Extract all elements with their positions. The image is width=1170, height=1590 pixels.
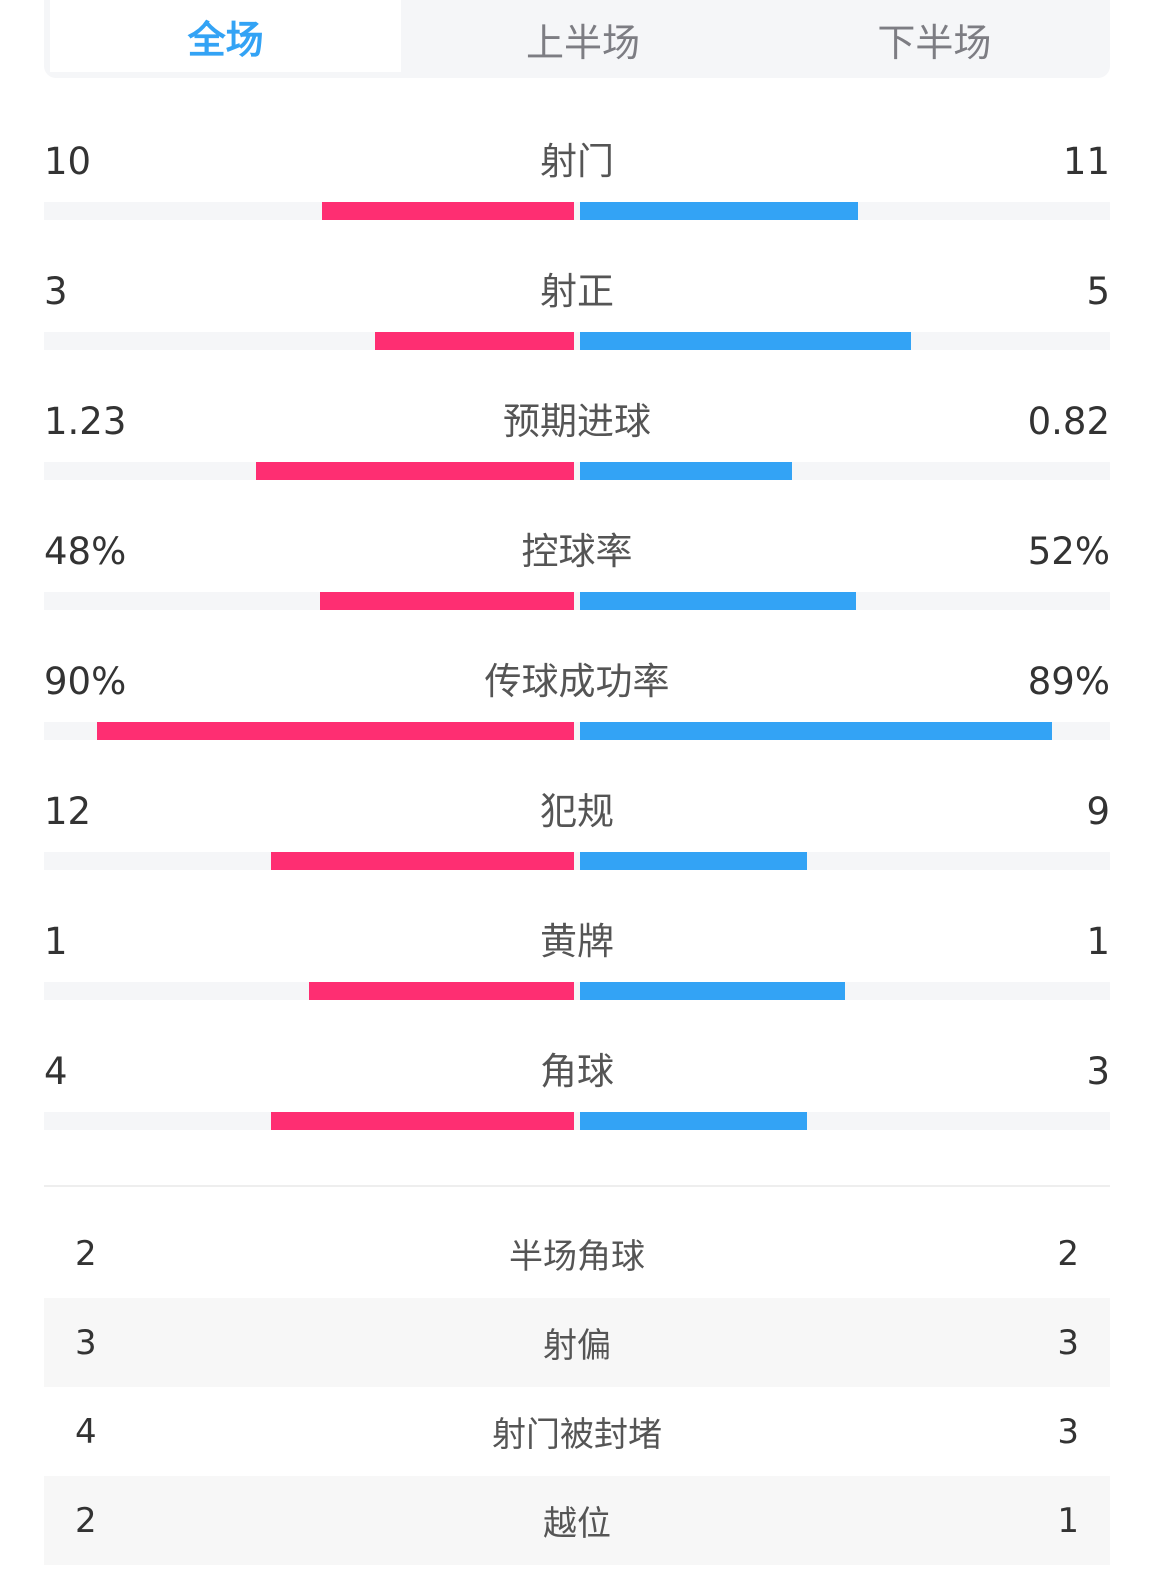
away-value: 1 (1057, 1500, 1079, 1541)
away-bar (580, 592, 856, 610)
stat-row: 48% 控球率 52% (44, 530, 1110, 630)
table-row: 4 射门被封堵 3 (44, 1387, 1110, 1476)
stat-label: 半场角球 (509, 1237, 645, 1277)
away-value: 3 (1057, 1411, 1079, 1452)
away-value: 2 (1057, 1233, 1079, 1274)
home-bar (97, 722, 574, 740)
table-row: 2 半场角球 2 (44, 1209, 1110, 1298)
stat-row: 12 犯规 9 (44, 790, 1110, 890)
away-bar (580, 722, 1052, 740)
away-value: 0.82 (1027, 400, 1110, 443)
tab-full-match[interactable]: 全场 (50, 0, 402, 72)
stat-row: 1.23 预期进球 0.82 (44, 400, 1110, 500)
home-value: 12 (44, 790, 92, 833)
home-value: 48% (44, 530, 127, 573)
away-value: 1 (1086, 920, 1110, 963)
stat-track (44, 462, 1110, 480)
stat-track (44, 982, 1110, 1000)
away-value: 3 (1057, 1322, 1079, 1363)
away-bar (580, 1112, 808, 1130)
stat-row: 10 射门 11 (44, 140, 1110, 240)
home-value: 1 (44, 920, 68, 963)
home-bar (375, 332, 574, 350)
tab-first-half[interactable]: 上半场 (525, 20, 640, 65)
away-value: 3 (1086, 1050, 1110, 1093)
stat-label: 黄牌 (540, 920, 614, 963)
home-value: 3 (75, 1322, 97, 1363)
home-bar (319, 592, 574, 610)
away-value: 11 (1062, 140, 1110, 183)
home-value: 4 (44, 1050, 68, 1093)
away-value: 9 (1086, 790, 1110, 833)
period-tabs: 全场 上半场 下半场 (44, 0, 1110, 78)
stat-track (44, 592, 1110, 610)
home-bar (271, 852, 574, 870)
away-value: 5 (1086, 270, 1110, 313)
home-bar (256, 462, 574, 480)
stat-label: 射门被封堵 (492, 1415, 662, 1455)
home-value: 4 (75, 1411, 97, 1452)
stat-label: 犯规 (540, 790, 614, 833)
home-value: 10 (44, 140, 92, 183)
stat-track (44, 332, 1110, 350)
home-value: 1.23 (44, 400, 127, 443)
stat-track (44, 1112, 1110, 1130)
home-value: 2 (75, 1500, 97, 1541)
home-value: 2 (75, 1233, 97, 1274)
away-bar (580, 202, 858, 220)
stat-track (44, 722, 1110, 740)
away-bar (580, 982, 845, 1000)
stat-label: 传球成功率 (484, 660, 670, 703)
table-row: 3 射偏 3 (44, 1298, 1110, 1387)
away-bar (580, 332, 912, 350)
stat-label: 射正 (540, 270, 614, 313)
stat-row: 90% 传球成功率 89% (44, 660, 1110, 760)
table-row: 2 越位 1 (44, 1476, 1110, 1565)
away-bar (580, 852, 808, 870)
stat-label: 控球率 (521, 530, 633, 573)
home-bar (271, 1112, 574, 1130)
stat-label: 射门 (540, 140, 614, 183)
home-bar (309, 982, 574, 1000)
stat-label: 越位 (543, 1504, 611, 1544)
away-bar (580, 462, 792, 480)
stat-track (44, 202, 1110, 220)
home-bar (321, 202, 574, 220)
home-value: 90% (44, 660, 127, 703)
tab-second-half[interactable]: 下半场 (877, 20, 992, 65)
stat-label: 预期进球 (503, 400, 651, 443)
divider (44, 1185, 1110, 1187)
stat-row: 4 角球 3 (44, 1050, 1110, 1150)
away-value: 89% (1027, 660, 1110, 703)
stat-label: 射偏 (543, 1326, 611, 1366)
stat-row: 1 黄牌 1 (44, 920, 1110, 1020)
stat-row: 3 射正 5 (44, 270, 1110, 370)
away-value: 52% (1027, 530, 1110, 573)
home-value: 3 (44, 270, 68, 313)
stat-track (44, 852, 1110, 870)
stat-label: 角球 (540, 1050, 614, 1093)
